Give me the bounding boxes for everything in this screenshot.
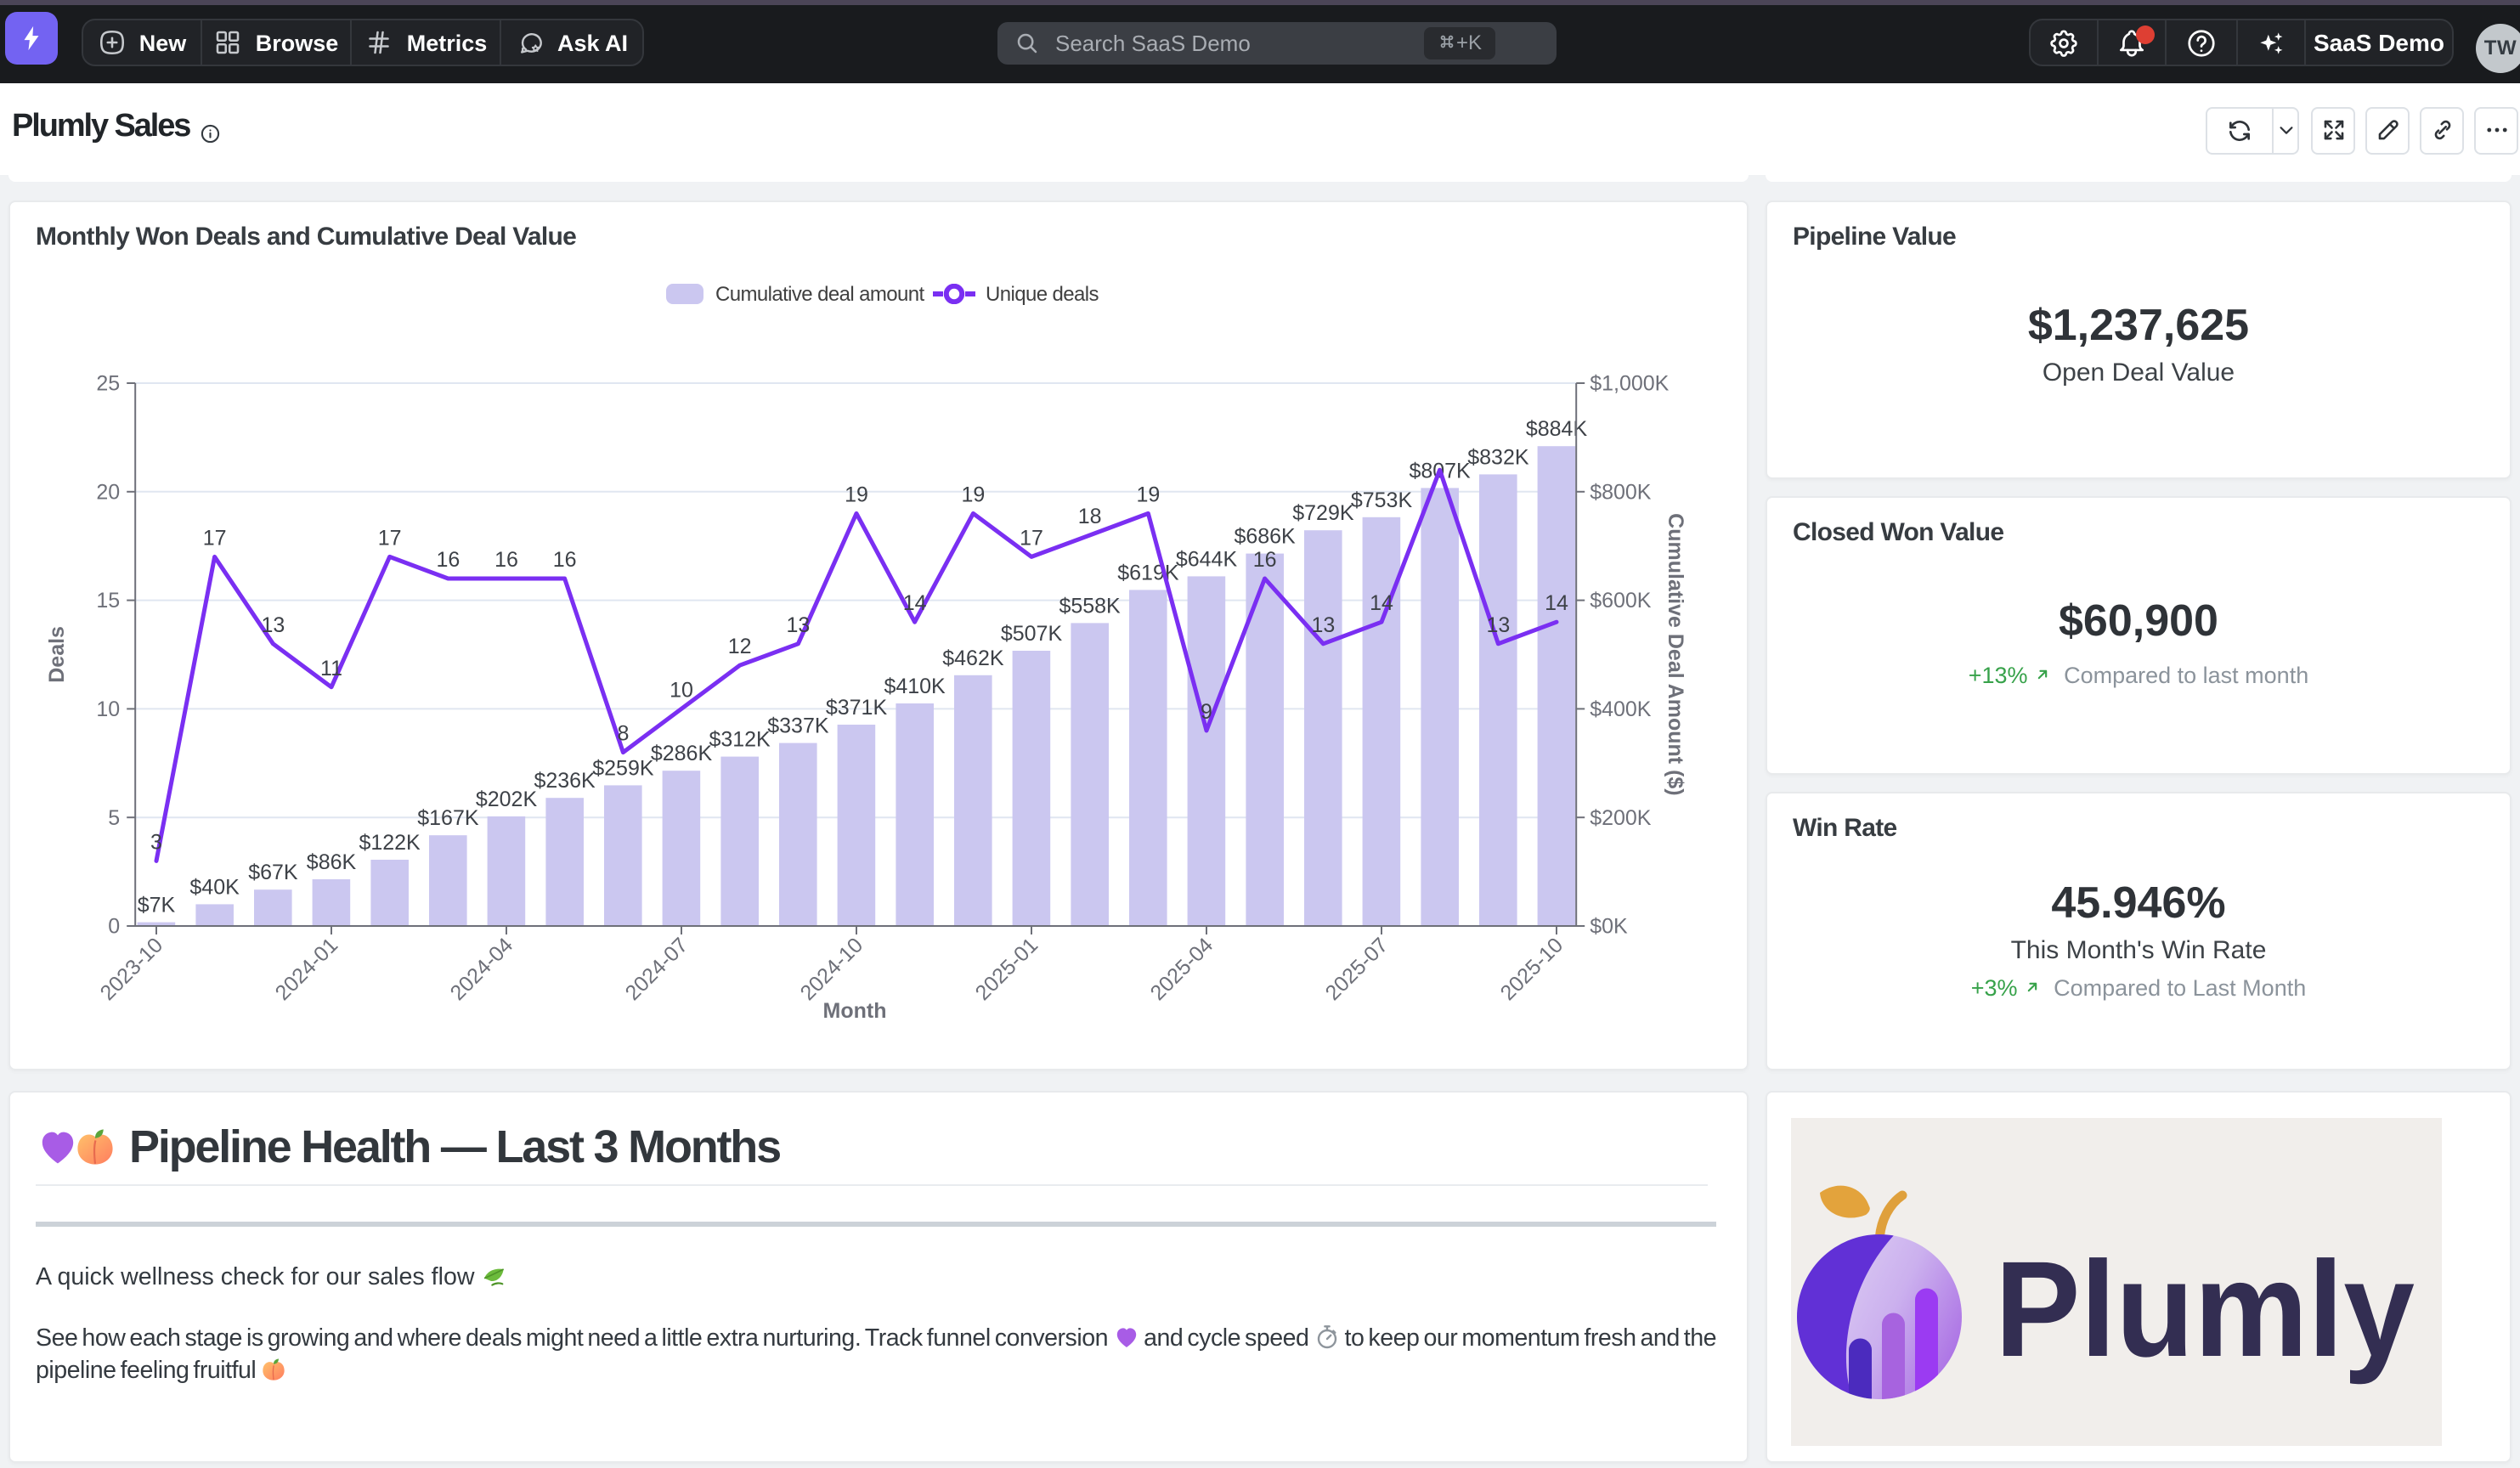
- svg-text:14: 14: [1545, 590, 1568, 614]
- svg-text:25: 25: [96, 371, 120, 395]
- svg-text:Month: Month: [823, 998, 887, 1022]
- svg-text:$600K: $600K: [1590, 588, 1652, 612]
- svg-text:2024-10: 2024-10: [796, 932, 868, 1004]
- svg-text:$167K: $167K: [417, 805, 479, 829]
- svg-text:$371K: $371K: [826, 695, 888, 719]
- svg-text:13: 13: [1486, 613, 1510, 636]
- svg-text:$800K: $800K: [1590, 479, 1652, 503]
- svg-text:17: 17: [1020, 525, 1043, 549]
- svg-text:$67K: $67K: [248, 860, 298, 884]
- svg-text:16: 16: [1253, 547, 1277, 571]
- svg-text:12: 12: [728, 634, 752, 658]
- svg-text:11: 11: [320, 656, 342, 680]
- svg-text:$558K: $558K: [1059, 593, 1121, 617]
- svg-text:0: 0: [108, 914, 120, 938]
- svg-text:$286K: $286K: [651, 741, 713, 765]
- svg-text:$400K: $400K: [1590, 697, 1652, 720]
- svg-text:5: 5: [108, 805, 120, 829]
- svg-text:2025-10: 2025-10: [1496, 932, 1568, 1004]
- svg-text:13: 13: [1311, 613, 1335, 636]
- svg-text:$753K: $753K: [1351, 488, 1413, 511]
- svg-text:17: 17: [378, 525, 402, 549]
- svg-text:14: 14: [903, 590, 927, 614]
- svg-text:17: 17: [203, 525, 227, 549]
- svg-text:Plumly: Plumly: [1995, 1232, 2415, 1384]
- svg-text:2024-01: 2024-01: [271, 932, 343, 1004]
- svg-text:2024-04: 2024-04: [446, 932, 518, 1004]
- svg-text:$619K: $619K: [1117, 560, 1179, 584]
- svg-text:19: 19: [1136, 482, 1160, 505]
- svg-text:$0K: $0K: [1590, 914, 1628, 938]
- svg-text:3: 3: [150, 829, 162, 853]
- svg-text:16: 16: [553, 547, 577, 571]
- svg-text:14: 14: [1370, 590, 1393, 614]
- svg-text:2024-07: 2024-07: [621, 932, 693, 1004]
- svg-text:$122K: $122K: [359, 830, 421, 854]
- svg-text:13: 13: [786, 613, 810, 636]
- svg-text:$202K: $202K: [476, 787, 538, 810]
- svg-text:$884K: $884K: [1526, 416, 1588, 440]
- svg-text:$832K: $832K: [1467, 444, 1529, 468]
- svg-text:15: 15: [96, 588, 120, 612]
- svg-text:16: 16: [436, 547, 460, 571]
- svg-text:9: 9: [1201, 699, 1212, 723]
- svg-text:$7K: $7K: [138, 893, 176, 917]
- svg-text:$312K: $312K: [709, 727, 771, 751]
- svg-text:19: 19: [845, 482, 868, 505]
- svg-text:$462K: $462K: [942, 646, 1004, 669]
- svg-text:2025-01: 2025-01: [971, 932, 1043, 1004]
- svg-text:$86K: $86K: [307, 850, 357, 873]
- svg-text:$40K: $40K: [189, 874, 240, 898]
- svg-text:2025-07: 2025-07: [1321, 932, 1393, 1004]
- svg-text:2025-04: 2025-04: [1146, 932, 1218, 1004]
- svg-text:16: 16: [494, 547, 518, 571]
- svg-text:$236K: $236K: [534, 768, 596, 792]
- svg-text:18: 18: [1078, 504, 1102, 528]
- svg-text:$410K: $410K: [884, 674, 946, 697]
- svg-text:$644K: $644K: [1176, 546, 1238, 570]
- svg-text:$686K: $686K: [1234, 524, 1296, 548]
- svg-text:19: 19: [961, 482, 985, 505]
- svg-text:10: 10: [670, 677, 693, 701]
- svg-text:$200K: $200K: [1590, 805, 1652, 829]
- svg-text:$337K: $337K: [767, 714, 829, 737]
- svg-text:$507K: $507K: [1001, 621, 1063, 645]
- svg-text:8: 8: [617, 721, 629, 745]
- svg-text:$1,000K: $1,000K: [1590, 371, 1669, 395]
- svg-text:Deals: Deals: [45, 625, 69, 682]
- svg-text:13: 13: [261, 613, 285, 636]
- svg-text:$729K: $729K: [1292, 500, 1354, 524]
- svg-text:20: 20: [96, 479, 120, 503]
- svg-text:Cumulative Deal Amount ($): Cumulative Deal Amount ($): [1664, 512, 1687, 794]
- svg-text:10: 10: [96, 697, 120, 720]
- svg-text:2023-10: 2023-10: [96, 932, 168, 1004]
- svg-text:$259K: $259K: [592, 755, 654, 779]
